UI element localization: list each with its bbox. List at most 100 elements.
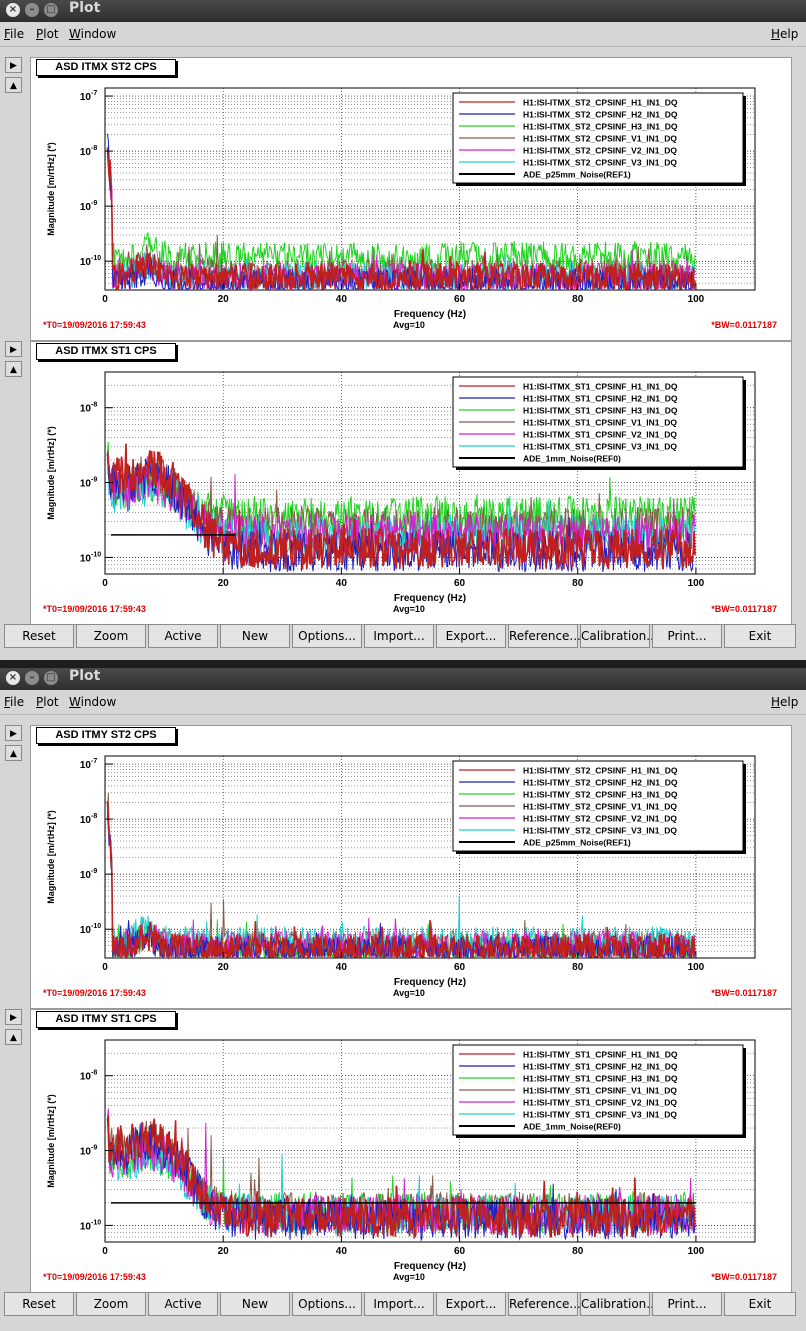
y-tick-exponent: -9 [91, 477, 97, 484]
active-button[interactable]: Active [148, 624, 218, 648]
x-tick-label: 40 [336, 578, 348, 589]
legend-label: H1:ISI-ITMY_ST1_CPSINF_V3_IN1_DQ [523, 1110, 677, 1120]
plot-panel[interactable]: 0 20 40 60 80 100 10 -10 10 -9 10 -8 10 -7 Frequency (… [30, 725, 792, 1009]
maximize-window-icon[interactable]: □ [44, 671, 58, 685]
title-bar[interactable]: × – □ Plot [0, 0, 806, 22]
collapse-arrow-icon[interactable]: ▲ [5, 745, 22, 761]
legend-label: H1:ISI-ITMY_ST2_CPSINF_V1_IN1_DQ [523, 802, 677, 812]
x-tick-label: 20 [218, 1246, 230, 1257]
minimize-window-icon[interactable]: – [25, 3, 39, 17]
status-avg: Avg=10 [393, 604, 425, 614]
plot-title: ASD ITMY ST2 CPS [36, 727, 176, 744]
x-axis-label: Frequency (Hz) [394, 309, 466, 320]
y-tick-label: 10 [80, 404, 92, 415]
y-tick-label: 10 [80, 147, 92, 158]
calibration-button[interactable]: Calibration... [580, 624, 658, 648]
y-tick-exponent: -9 [91, 200, 97, 207]
legend: H1:ISI-ITMX_ST1_CPSINF_H1_IN1_DQ H1:ISI-I… [452, 376, 746, 470]
y-tick-label: 10 [80, 815, 92, 826]
collapse-arrow-icon[interactable]: ▲ [5, 361, 22, 377]
window-separator [0, 660, 806, 668]
x-tick-label: 100 [688, 294, 705, 305]
menu-plot[interactable]: Plot [36, 695, 59, 709]
x-tick-label: 100 [688, 578, 705, 589]
x-tick-label: 60 [454, 578, 466, 589]
reference-button[interactable]: Reference... [508, 624, 581, 648]
collapse-arrow-icon[interactable]: ▲ [5, 77, 22, 93]
y-tick-label: 10 [80, 92, 92, 103]
y-tick-label: 10 [80, 760, 92, 771]
import-button[interactable]: Import... [364, 1292, 434, 1316]
y-tick-exponent: -7 [91, 90, 97, 97]
expand-arrow-icon[interactable]: ▶ [5, 341, 22, 357]
x-tick-label: 100 [688, 962, 705, 973]
collapse-arrow-icon[interactable]: ▲ [5, 1029, 22, 1045]
x-tick-label: 60 [454, 962, 466, 973]
legend-label: H1:ISI-ITMY_ST2_CPSINF_H3_IN1_DQ [523, 790, 678, 800]
calibration-button[interactable]: Calibration... [580, 1292, 658, 1316]
close-window-icon[interactable]: × [6, 671, 20, 685]
title-bar[interactable]: × – □ Plot [0, 668, 806, 690]
legend-label: H1:ISI-ITMY_ST1_CPSINF_V1_IN1_DQ [523, 1086, 677, 1096]
menu-file[interactable]: File [4, 27, 25, 41]
plot-panel[interactable]: 0 20 40 60 80 100 10 -10 10 -9 10 -8 Frequency (Hz) M… [30, 341, 792, 625]
options-button[interactable]: Options... [292, 1292, 362, 1316]
options-button[interactable]: Options... [292, 624, 362, 648]
x-tick-label: 100 [688, 1246, 705, 1257]
legend-label: H1:ISI-ITMY_ST1_CPSINF_H2_IN1_DQ [523, 1062, 678, 1072]
reset-button[interactable]: Reset [4, 624, 74, 648]
menu-help[interactable]: Help [771, 695, 799, 709]
menu-plot[interactable]: Plot [36, 27, 59, 41]
active-button[interactable]: Active [148, 1292, 218, 1316]
status-t0: *T0=19/09/2016 17:59:43 [43, 604, 146, 614]
exit-button[interactable]: Exit [724, 1292, 796, 1316]
menu-window[interactable]: Window [69, 695, 117, 709]
zoom-button[interactable]: Zoom [76, 1292, 146, 1316]
legend-label: H1:ISI-ITMY_ST2_CPSINF_V2_IN1_DQ [523, 814, 677, 824]
status-avg: Avg=10 [393, 320, 425, 330]
status-bw: *BW=0.0117187 [711, 604, 777, 614]
plot-panel[interactable]: 0 20 40 60 80 100 10 -10 10 -9 10 -8 Frequency (Hz) M… [30, 1009, 792, 1293]
expand-arrow-icon[interactable]: ▶ [5, 57, 22, 73]
y-tick-label: 10 [80, 479, 92, 490]
y-tick-exponent: -10 [91, 255, 101, 262]
menu-window[interactable]: Window [69, 27, 117, 41]
y-tick-exponent: -8 [91, 145, 97, 152]
new-button[interactable]: New [220, 624, 290, 648]
expand-arrow-icon[interactable]: ▶ [5, 725, 22, 741]
plot-frame [104, 1039, 756, 1243]
menu-help[interactable]: Help [771, 27, 799, 41]
legend-label: H1:ISI-ITMX_ST1_CPSINF_H1_IN1_DQ [523, 382, 678, 392]
series-line [106, 815, 696, 959]
menu-bar: File Plot Window Help [0, 22, 806, 47]
reference-button[interactable]: Reference... [508, 1292, 581, 1316]
plot-panel[interactable]: 0 20 40 60 80 100 10 -10 10 -9 10 -8 10 -7 Frequency (… [30, 57, 792, 341]
print-button[interactable]: Print... [652, 1292, 722, 1316]
exit-button[interactable]: Exit [724, 624, 796, 648]
import-button[interactable]: Import... [364, 624, 434, 648]
plot-window-1: × – □ Plot File Plot Window Help ▶ ▲ 0 20… [0, 0, 806, 660]
x-tick-label: 0 [102, 962, 108, 973]
new-button[interactable]: New [220, 1292, 290, 1316]
close-window-icon[interactable]: × [6, 3, 20, 17]
export-button[interactable]: Export... [436, 624, 506, 648]
export-button[interactable]: Export... [436, 1292, 506, 1316]
maximize-window-icon[interactable]: □ [44, 3, 58, 17]
y-tick-exponent: -9 [91, 1145, 97, 1152]
button-toolbar: Reset Zoom Active New Options... Import.… [0, 1290, 806, 1318]
y-tick-exponent: -8 [91, 813, 97, 820]
y-axis-label: Magnitude [m/rtHz] (*) [46, 1094, 56, 1188]
button-toolbar: Reset Zoom Active New Options... Import.… [0, 622, 806, 650]
expand-arrow-icon[interactable]: ▶ [5, 1009, 22, 1025]
print-button[interactable]: Print... [652, 624, 722, 648]
traces [106, 133, 696, 292]
menu-file[interactable]: File [4, 695, 25, 709]
minimize-window-icon[interactable]: – [25, 671, 39, 685]
y-tick-exponent: -8 [91, 402, 97, 409]
legend-label: H1:ISI-ITMY_ST1_CPSINF_V2_IN1_DQ [523, 1098, 677, 1108]
status-bw: *BW=0.0117187 [711, 320, 777, 330]
reset-button[interactable]: Reset [4, 1292, 74, 1316]
zoom-button[interactable]: Zoom [76, 624, 146, 648]
